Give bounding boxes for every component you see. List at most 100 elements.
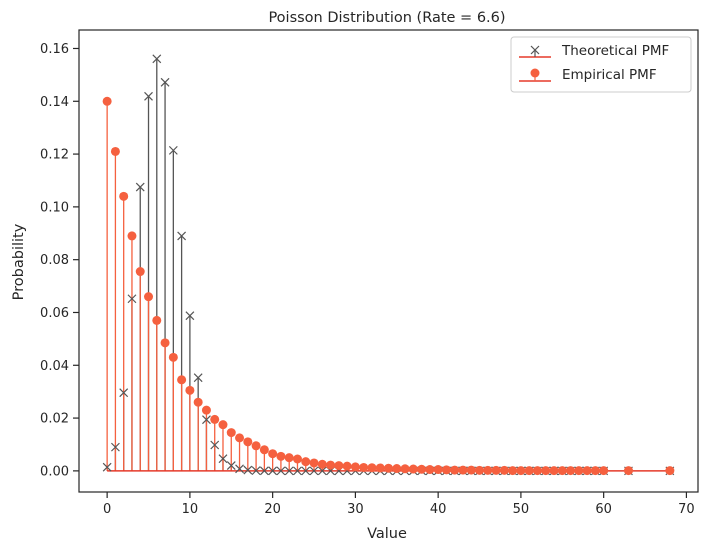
marker-empirical-29	[342, 461, 352, 471]
marker-empirical-28	[334, 461, 344, 471]
marker-empirical-18	[251, 441, 261, 451]
x-tick-label-70: 70	[678, 502, 695, 517]
marker-empirical-23	[292, 454, 302, 464]
marker-empirical-57	[574, 466, 584, 476]
legend-theoretical-x-marker	[530, 45, 540, 55]
y-tick-label-0: 0.00	[40, 464, 69, 479]
marker-empirical-45	[475, 465, 485, 475]
marker-empirical-30	[350, 462, 360, 472]
marker-empirical-1	[110, 146, 120, 156]
marker-empirical-16	[235, 433, 245, 443]
marker-empirical-48	[499, 465, 509, 475]
legend-box	[510, 36, 692, 93]
marker-empirical-59	[590, 466, 600, 476]
marker-empirical-34	[384, 463, 393, 473]
y-tick-label-4: 0.08	[40, 253, 69, 268]
marker-empirical-3	[127, 231, 137, 241]
marker-empirical-22	[284, 453, 294, 463]
marker-empirical-58	[582, 466, 592, 476]
marker-theoretical-8	[168, 145, 178, 155]
legend-entry-theoretical: Theoretical PMF	[519, 43, 669, 59]
marker-empirical-26	[317, 459, 327, 469]
marker-theoretical-6	[152, 54, 162, 64]
y-tick-label-5: 0.10	[40, 200, 69, 215]
marker-empirical-11	[193, 397, 203, 407]
marker-empirical-49	[508, 466, 518, 476]
marker-empirical-42	[450, 465, 460, 475]
x-tick-label-60: 60	[595, 502, 612, 517]
markers-empirical	[102, 96, 675, 476]
marker-theoretical-21	[276, 466, 286, 476]
marker-empirical-7	[160, 338, 170, 348]
marker-theoretical-22	[284, 466, 294, 476]
marker-theoretical-24	[301, 466, 311, 476]
x-tick-label-0: 0	[103, 502, 111, 517]
series-empirical	[106, 101, 671, 471]
marker-empirical-38	[417, 464, 427, 474]
y-tick-label-1: 0.02	[40, 412, 69, 427]
marker-theoretical-2	[119, 388, 129, 398]
marker-theoretical-23	[293, 466, 302, 476]
marker-theoretical-12	[202, 415, 211, 425]
y-tick-label-8: 0.16	[40, 42, 69, 57]
marker-empirical-60	[599, 466, 609, 476]
marker-empirical-13	[210, 414, 220, 424]
marker-empirical-12	[201, 405, 211, 415]
x-tick-label-10: 10	[182, 502, 199, 517]
marker-theoretical-7	[160, 77, 170, 87]
marker-theoretical-16	[235, 464, 244, 474]
marker-theoretical-20	[268, 466, 278, 476]
marker-theoretical-10	[185, 311, 195, 321]
marker-theoretical-14	[218, 454, 228, 464]
marker-empirical-50	[516, 466, 526, 476]
marker-theoretical-5	[144, 91, 153, 101]
marker-theoretical-3	[127, 294, 137, 304]
x-axis-label: Value	[367, 526, 407, 542]
marker-theoretical-4	[135, 182, 145, 192]
marker-empirical-20	[268, 449, 278, 459]
marker-empirical-9	[177, 375, 187, 385]
legend-theoretical-label: Theoretical PMF	[561, 43, 669, 59]
marker-empirical-56	[566, 466, 576, 476]
marker-theoretical-25	[309, 466, 319, 476]
marker-theoretical-19	[259, 466, 269, 476]
marker-empirical-14	[218, 420, 228, 430]
marker-empirical-4	[135, 267, 145, 277]
marker-theoretical-26	[317, 466, 327, 476]
y-tick-label-3: 0.06	[40, 306, 69, 321]
marker-empirical-53	[541, 466, 551, 476]
marker-empirical-24	[301, 457, 311, 467]
marker-theoretical-9	[177, 231, 187, 241]
marker-empirical-46	[483, 465, 493, 475]
marker-empirical-33	[375, 463, 385, 473]
marker-empirical-8	[168, 352, 178, 362]
marker-empirical-47	[491, 465, 501, 475]
legend-entry-empirical: Empirical PMF	[519, 67, 657, 83]
marker-empirical-17	[243, 437, 253, 447]
marker-empirical-41	[441, 465, 451, 475]
marker-empirical-19	[259, 445, 269, 455]
y-tick-label-6: 0.12	[40, 148, 69, 163]
plot-frame	[78, 29, 699, 493]
chart-title: Poisson Distribution (Rate = 6.6)	[268, 10, 505, 26]
marker-empirical-10	[185, 385, 195, 395]
marker-empirical-68	[665, 466, 675, 476]
marker-empirical-21	[276, 451, 286, 461]
marker-empirical-63	[623, 466, 633, 476]
x-tick-label-50: 50	[513, 502, 530, 517]
marker-theoretical-13	[210, 440, 220, 450]
x-tick-label-30: 30	[347, 502, 364, 517]
plot-area	[102, 54, 675, 476]
marker-empirical-43	[458, 465, 468, 475]
marker-empirical-25	[309, 458, 319, 468]
x-axis: 0 10 20 30 40 50 60 70	[103, 492, 695, 517]
marker-empirical-52	[532, 466, 542, 476]
marker-empirical-40	[433, 465, 443, 475]
marker-empirical-32	[367, 463, 377, 473]
marker-empirical-39	[425, 465, 435, 475]
marker-empirical-6	[152, 315, 162, 325]
marker-theoretical-18	[251, 466, 261, 476]
marker-empirical-54	[549, 466, 559, 476]
x-tick-label-40: 40	[430, 502, 447, 517]
marker-empirical-0	[102, 96, 112, 106]
